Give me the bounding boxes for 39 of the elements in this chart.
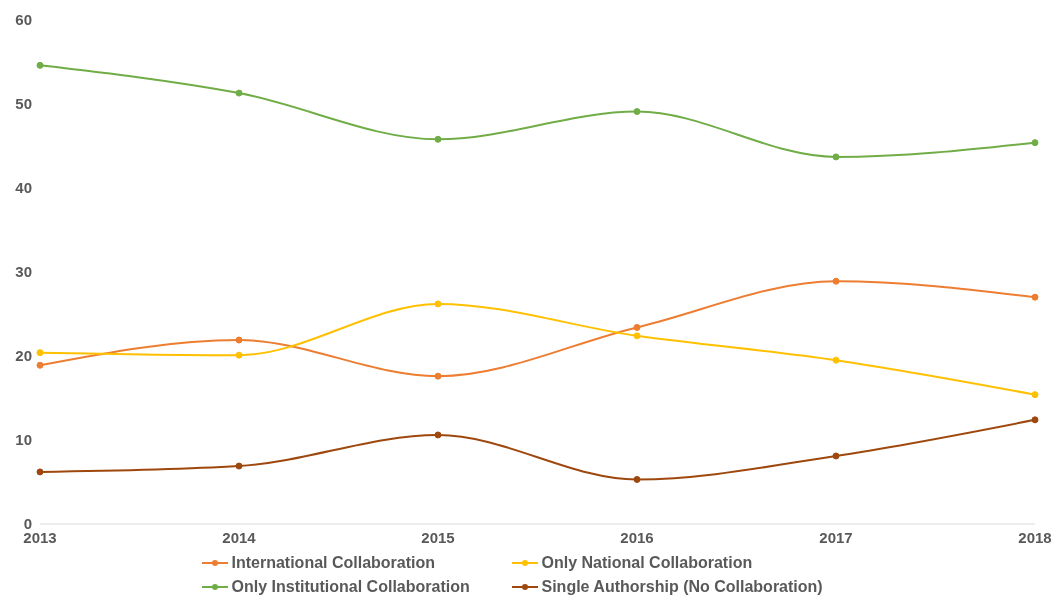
point (832, 153, 840, 161)
point (434, 300, 442, 308)
y-tick-label: 60 (15, 11, 32, 29)
point (832, 356, 840, 364)
y-tick-label: 20 (15, 347, 32, 365)
x-tick-label: 2015 (421, 528, 455, 546)
y-tick-label: 30 (15, 263, 32, 281)
point (1031, 293, 1039, 301)
y-tick-label: 50 (15, 95, 32, 113)
point (235, 351, 243, 359)
point (1031, 391, 1039, 399)
point (36, 361, 44, 369)
point (36, 468, 44, 476)
legend-label: Single Authorship (No Collaboration) (541, 578, 823, 596)
legend-label: International Collaboration (231, 554, 436, 572)
y-tick-label: 10 (15, 431, 32, 449)
point (633, 323, 641, 331)
point (1031, 139, 1039, 147)
point (434, 135, 442, 143)
point (832, 277, 840, 285)
point (1031, 416, 1039, 424)
point (434, 372, 442, 380)
point (36, 61, 44, 69)
legend-label: Only National Collaboration (541, 554, 753, 572)
point (434, 431, 442, 439)
point (633, 475, 641, 483)
x-tick-label: 2017 (819, 528, 853, 546)
y-tick-label: 40 (15, 179, 32, 197)
point (832, 452, 840, 460)
point (633, 332, 641, 340)
x-tick-label: 2014 (222, 528, 257, 546)
point (235, 336, 243, 344)
point (633, 108, 641, 116)
legend-label: Only Institutional Collaboration (231, 578, 470, 596)
point (235, 89, 243, 97)
x-tick-label: 2016 (620, 528, 654, 546)
point (235, 462, 243, 470)
x-tick-label: 2018 (1018, 528, 1052, 546)
point (36, 349, 44, 357)
